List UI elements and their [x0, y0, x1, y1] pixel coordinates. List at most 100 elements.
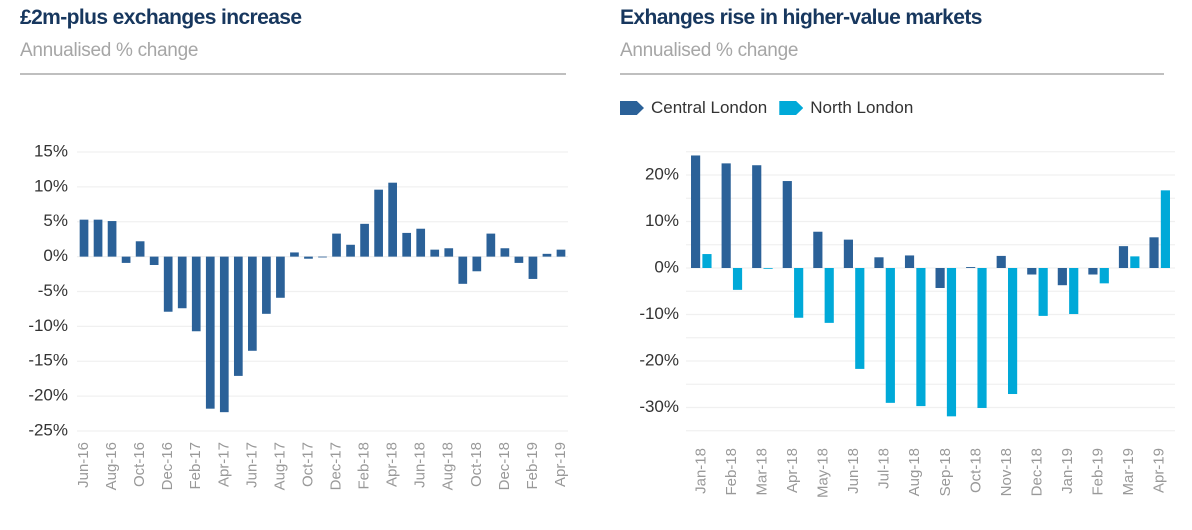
x-tick-label: Aug-17	[271, 442, 288, 490]
x-tick-label: Oct-18	[468, 442, 485, 487]
bar	[514, 256, 524, 263]
x-tick-label: Apr-18	[784, 448, 801, 493]
right-title-divider	[620, 73, 1164, 75]
bar	[318, 256, 327, 258]
legend-swatch-north-london-icon	[779, 101, 804, 115]
x-tick-label: Jun-17	[243, 442, 260, 488]
bar-central-london	[721, 163, 731, 268]
bar	[177, 256, 187, 309]
x-tick-label: Dec-18	[1028, 448, 1045, 496]
bar-north-london	[1099, 268, 1109, 284]
bar-north-london	[702, 254, 712, 268]
bar	[233, 256, 243, 376]
bar	[416, 228, 426, 257]
legend-item-central-london: Central London	[620, 98, 767, 118]
x-tick-label: Feb-19	[524, 442, 541, 490]
x-tick-label: Dec-17	[327, 442, 344, 490]
bar	[430, 249, 440, 257]
bar	[500, 248, 510, 257]
bar	[472, 256, 482, 272]
bar	[219, 256, 229, 413]
x-tick-label: Sep-18	[937, 448, 954, 496]
bar-central-london	[996, 255, 1006, 268]
bar	[135, 241, 145, 257]
bar	[458, 256, 468, 284]
bar-north-london	[1008, 268, 1018, 395]
bar-north-london	[855, 268, 865, 369]
bar-central-london	[1027, 268, 1037, 275]
bar-central-london	[843, 239, 853, 268]
bar-north-london	[1160, 190, 1170, 268]
right-chart-legend: Central London North London	[620, 98, 925, 118]
bar	[149, 256, 159, 265]
left-chart-title: £2m-plus exchanges increase	[20, 6, 302, 29]
bar	[107, 221, 117, 257]
right-chart-subtitle: Annualised % change	[620, 40, 799, 61]
y-tick-label: -15%	[28, 351, 68, 370]
bar-central-london	[691, 155, 701, 268]
bar	[304, 256, 313, 259]
bar	[276, 256, 285, 298]
x-tick-label: Jul-18	[876, 448, 893, 489]
x-tick-label: Apr-17	[215, 442, 232, 487]
x-tick-label: Feb-18	[356, 442, 373, 490]
y-tick-label: 20%	[645, 164, 679, 183]
y-tick-label: -20%	[28, 386, 68, 405]
x-tick-label: Jun-18	[412, 442, 429, 488]
x-tick-label: Aug-18	[906, 448, 923, 496]
x-tick-label: Apr-18	[384, 442, 401, 487]
bar-central-london	[904, 255, 915, 268]
bar-north-london	[763, 268, 773, 269]
y-tick-label: -20%	[639, 350, 679, 369]
x-tick-label: Jan-19	[1059, 448, 1076, 494]
bar-north-london	[946, 268, 957, 417]
bar	[402, 232, 412, 257]
bar-north-london	[1130, 256, 1140, 268]
legend-label-north-london: North London	[810, 98, 914, 117]
bar-central-london	[966, 267, 976, 268]
bar	[374, 189, 383, 257]
legend-label-central-london: Central London	[651, 98, 768, 117]
y-tick-label: 0%	[43, 246, 68, 265]
bar	[205, 256, 215, 409]
bar	[332, 233, 341, 257]
bar	[290, 252, 299, 257]
bar-central-london	[752, 165, 762, 268]
bar-central-london	[935, 268, 945, 288]
y-tick-label: 0%	[654, 257, 679, 276]
x-tick-label: Feb-18	[723, 448, 740, 496]
bar	[121, 256, 131, 263]
bar-central-london	[782, 181, 792, 268]
x-tick-label: Jan-18	[692, 448, 709, 494]
left-title-divider	[20, 73, 566, 75]
bar-north-london	[794, 268, 804, 318]
x-tick-label: Apr-19	[552, 442, 569, 487]
x-tick-label: Dec-18	[496, 442, 513, 490]
bar-central-london	[1057, 268, 1067, 286]
bar	[93, 219, 103, 257]
x-tick-label: Aug-16	[103, 442, 120, 490]
bar-central-london	[1149, 237, 1159, 268]
bar-central-london	[1088, 268, 1098, 275]
left-chart-subtitle: Annualised % change	[20, 40, 199, 61]
x-tick-label: Mar-18	[753, 448, 770, 496]
x-tick-label: May-18	[815, 448, 832, 498]
y-tick-label: -10%	[28, 316, 68, 335]
y-tick-label: 5%	[43, 211, 68, 230]
x-tick-label: Apr-19	[1151, 448, 1168, 493]
x-tick-label: Oct-17	[299, 442, 316, 487]
bar-central-london	[1118, 246, 1129, 268]
bar	[346, 244, 355, 257]
y-tick-label: -5%	[38, 281, 68, 300]
bar	[388, 182, 397, 257]
bar-north-london	[732, 268, 743, 290]
y-tick-label: 10%	[34, 176, 68, 195]
bar-central-london	[874, 257, 884, 268]
bar	[556, 249, 566, 257]
x-tick-label: Jun-16	[75, 442, 92, 488]
y-tick-label: -30%	[639, 397, 679, 416]
bar-north-london	[1038, 268, 1048, 316]
bar	[163, 256, 173, 312]
x-tick-label: Feb-19	[1090, 448, 1107, 496]
